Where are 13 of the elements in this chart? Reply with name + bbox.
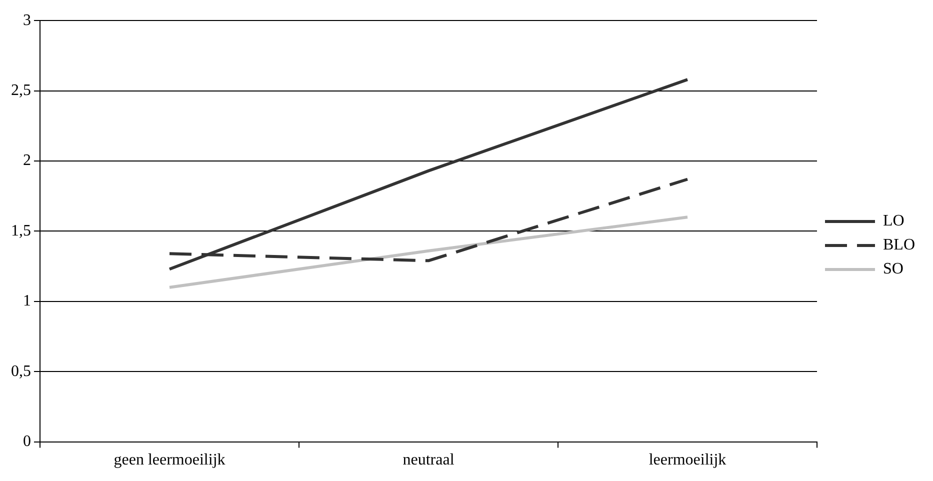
legend-label: BLO bbox=[883, 236, 915, 254]
legend-label: SO bbox=[883, 260, 904, 278]
y-tick-label: 1 bbox=[23, 292, 31, 310]
x-tick-label: neutraal bbox=[402, 452, 455, 469]
y-tick-label: 3 bbox=[23, 12, 31, 29]
y-tick-label: 0 bbox=[23, 433, 31, 450]
y-tick-label: 1,5 bbox=[11, 222, 31, 240]
x-tick-label: geen leermoeilijk bbox=[114, 452, 226, 469]
y-tick-label: 2,5 bbox=[11, 82, 31, 100]
y-tick-label: 0,5 bbox=[11, 362, 31, 380]
legend-label: LO bbox=[883, 212, 904, 230]
x-tick-label: leermoeilijk bbox=[648, 452, 726, 469]
y-tick-label: 2 bbox=[23, 152, 31, 170]
